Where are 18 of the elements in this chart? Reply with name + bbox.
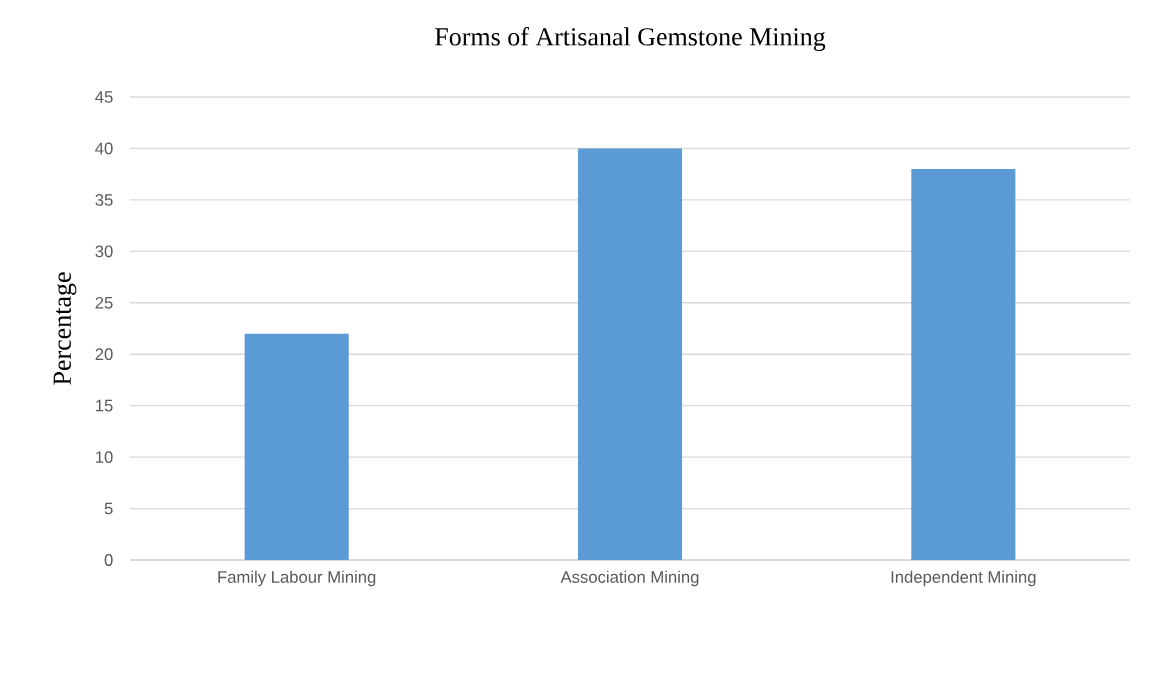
y-tick-label: 35 [95,193,113,206]
bar [577,148,683,560]
x-tick-label: Family Labour Mining [218,570,376,587]
bar [911,169,1016,560]
y-tick-label: 15 [96,399,113,412]
y-tick-label: 25 [95,296,113,309]
bar [244,333,349,560]
y-tick-label: 0 [104,554,113,566]
y-tick-label: 30 [95,245,113,258]
y-tick-label: 5 [104,502,113,515]
x-tick-label: Association Mining [560,570,699,587]
y-axis-title: Percentage [53,272,77,385]
chart-title: Forms of Artisanal Gemstone Mining [435,27,826,51]
x-tick-label: Independent Mining [891,570,1036,587]
y-tick-label: 10 [96,451,113,463]
y-tick-label: 20 [95,348,113,361]
y-tick-label: 45 [95,91,113,103]
y-tick-label: 40 [95,142,113,155]
